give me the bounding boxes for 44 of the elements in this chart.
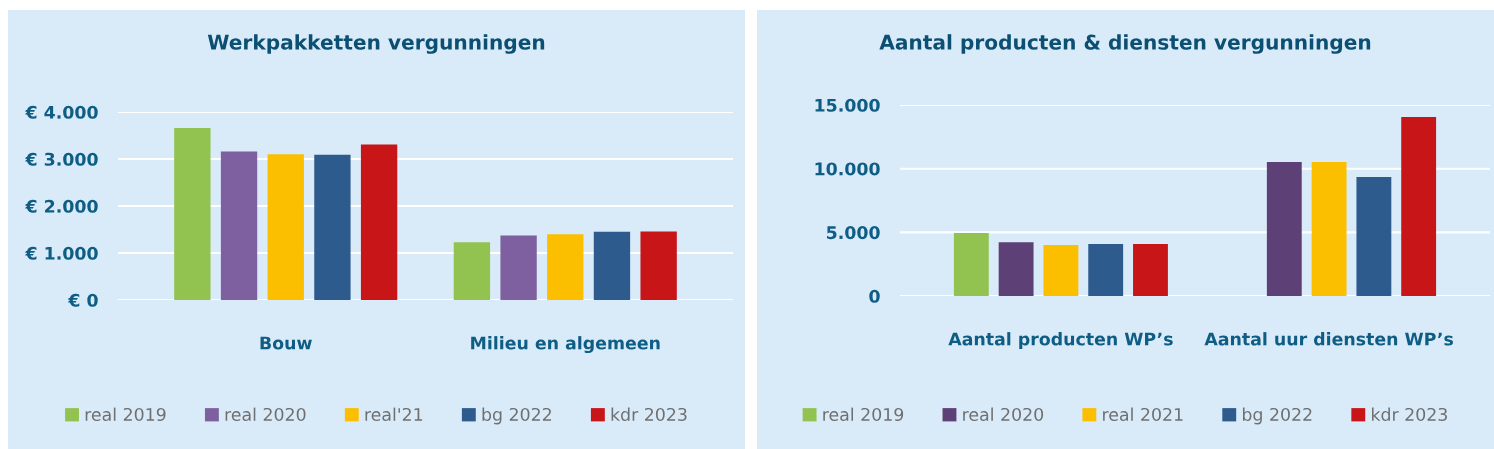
x-tick-label: Milieu en algemeen <box>471 336 660 354</box>
legend-label: real 2019 <box>823 407 904 422</box>
bar <box>220 151 258 300</box>
legend-label: real 2021 <box>1103 407 1183 422</box>
y-tick-label: € 1.000 <box>25 246 98 260</box>
y-tick-label: 15.000 <box>815 98 880 112</box>
bar <box>547 234 584 300</box>
chart-title: Aantal producten & diensten vergunningen <box>879 34 1371 54</box>
legend-label: kdr 2023 <box>611 407 687 422</box>
y-tick-label: € 0 <box>68 293 98 307</box>
y-tick-label: € 3.000 <box>25 152 98 166</box>
y-tick-label: 10.000 <box>815 162 880 176</box>
y-tick-label: 0 <box>869 289 880 303</box>
bar <box>500 235 537 300</box>
chart-title: Werkpakketten vergunningen <box>207 34 545 54</box>
legend-label: bg 2022 <box>1242 407 1312 425</box>
bar <box>360 144 398 300</box>
bar <box>1356 177 1392 296</box>
legend-label: kdr 2023 <box>1372 407 1447 422</box>
bar <box>998 242 1034 296</box>
legend-label: real 2020 <box>963 407 1044 422</box>
legend-label: bg 2022 <box>482 407 551 425</box>
bar <box>267 154 304 300</box>
bar <box>953 232 989 296</box>
bar <box>1043 244 1079 296</box>
bar <box>593 231 631 300</box>
legend-label: real'21 <box>365 407 423 422</box>
x-tick-label: Aantal uur diensten WP’s <box>1204 332 1453 346</box>
x-tick-label: Aantal producten WP’s <box>948 332 1173 349</box>
bar <box>1401 117 1437 296</box>
bar <box>640 231 677 300</box>
legend-label: real 2019 <box>85 407 166 422</box>
y-tick-label: € 2.000 <box>25 199 98 213</box>
y-tick-label: 5.000 <box>826 226 880 240</box>
bar <box>453 242 491 300</box>
bar <box>314 154 351 300</box>
bar <box>1133 244 1168 296</box>
bar <box>1266 162 1302 296</box>
bar <box>174 127 211 300</box>
x-tick-label: Bouw <box>260 336 312 350</box>
bar <box>1311 162 1347 296</box>
bar <box>1088 244 1124 296</box>
legend-label: real 2020 <box>225 407 306 422</box>
y-tick-label: € 4.000 <box>25 105 98 119</box>
